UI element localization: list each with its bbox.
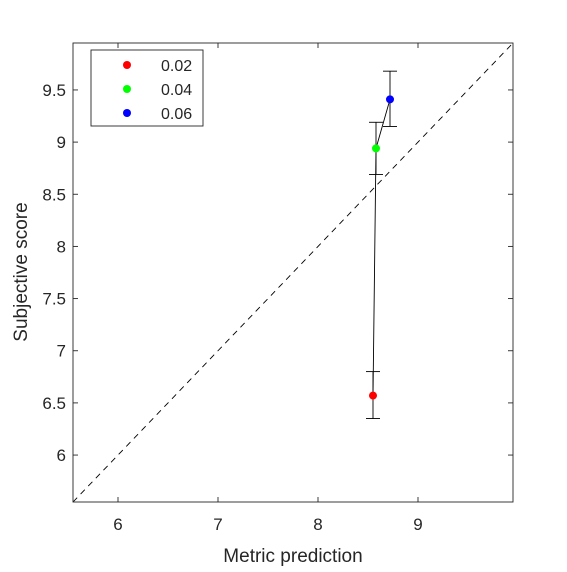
legend-marker — [123, 109, 131, 117]
legend-box — [90, 49, 204, 127]
y-tick-label: 7.5 — [42, 290, 66, 309]
x-axis-ticks: 6 7 8 9 — [113, 43, 423, 534]
legend-entry-label: 0.02 — [161, 58, 192, 75]
reference-line-y-equals-x — [72, 42, 514, 503]
x-axis-label: Metric prediction — [223, 546, 362, 567]
y-axis-ticks: 6 6.5 7 7.5 8 8.5 9 9.5 — [42, 81, 513, 465]
y-axis-label: Subjective score — [11, 202, 32, 341]
y-tick-label: 8.5 — [42, 185, 66, 204]
y-tick-label: 7 — [57, 342, 66, 361]
x-tick-label: 7 — [213, 515, 222, 534]
y-tick-label: 6 — [57, 446, 66, 465]
legend-marker — [123, 61, 131, 69]
y-tick-label: 6.5 — [42, 394, 66, 413]
y-tick-label: 9 — [57, 133, 66, 152]
legend-marker — [123, 85, 131, 93]
x-tick-label: 9 — [413, 515, 422, 534]
y-tick-label: 9.5 — [42, 81, 66, 100]
y-tick-label: 8 — [57, 237, 66, 256]
data-point-0-02 — [369, 391, 377, 400]
data-points — [369, 95, 394, 400]
data-point-0-06 — [386, 95, 394, 104]
legend-entry-label: 0.06 — [161, 106, 192, 123]
data-point-0-04 — [372, 144, 380, 153]
plot-frame — [72, 42, 514, 503]
x-tick-label: 6 — [113, 515, 122, 534]
legend: 0.02 0.04 0.06 — [90, 49, 204, 127]
x-tick-label: 8 — [313, 515, 322, 534]
legend-entry-label: 0.04 — [161, 82, 192, 99]
